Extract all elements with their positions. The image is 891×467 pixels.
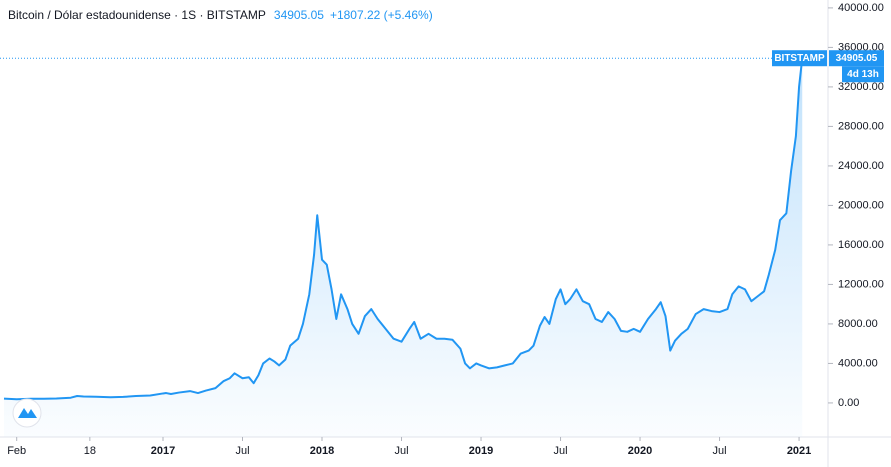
countdown: 4d 13h — [847, 69, 879, 80]
y-tick-label: 16000.00 — [838, 239, 884, 251]
y-tick-label: 32000.00 — [838, 81, 884, 93]
x-tick-label: Feb — [7, 445, 26, 457]
x-tick-label: 18 — [84, 445, 96, 457]
header-price: 34905.05 — [274, 8, 324, 22]
plot-area — [3, 58, 804, 437]
area — [3, 58, 803, 437]
price-badge-bg — [829, 50, 884, 67]
logo[interactable] — [12, 398, 42, 428]
exchange-badge: BITSTAMP — [774, 53, 825, 64]
x-tick-label: 2017 — [151, 445, 175, 457]
x-tick-label: 2018 — [310, 445, 334, 457]
y-tick-label: 4000.00 — [838, 357, 878, 369]
y-tick-label: 12000.00 — [838, 278, 884, 290]
y-tick-label: 40000.00 — [838, 2, 884, 14]
header: Bitcoin / Dólar estadounidense · 1S · BI… — [8, 8, 433, 22]
y-tick-label: 0.00 — [838, 397, 859, 409]
y-tick-label: 28000.00 — [838, 120, 884, 132]
x-tick-label: 2021 — [787, 445, 811, 457]
symbol-title: Bitcoin / Dólar estadounidense · 1S · BI… — [8, 8, 266, 22]
exchange-badge-bg — [772, 50, 827, 67]
x-tick-label: 2019 — [469, 445, 493, 457]
x-tick-label: Jul — [235, 445, 249, 457]
price-line — [3, 58, 804, 401]
y-tick-label: 8000.00 — [838, 318, 878, 330]
header-change: +1807.22 (+5.46%) — [330, 8, 433, 22]
price-badge: 34905.05 — [836, 53, 878, 64]
y-tick-label: 20000.00 — [838, 199, 884, 211]
x-tick-label: Jul — [713, 445, 727, 457]
x-tick-label: 2020 — [628, 445, 652, 457]
x-tick-label: Jul — [394, 445, 408, 457]
x-tick-label: Jul — [554, 445, 568, 457]
y-tick-label: 24000.00 — [838, 160, 884, 172]
countdown-bg — [842, 66, 884, 83]
